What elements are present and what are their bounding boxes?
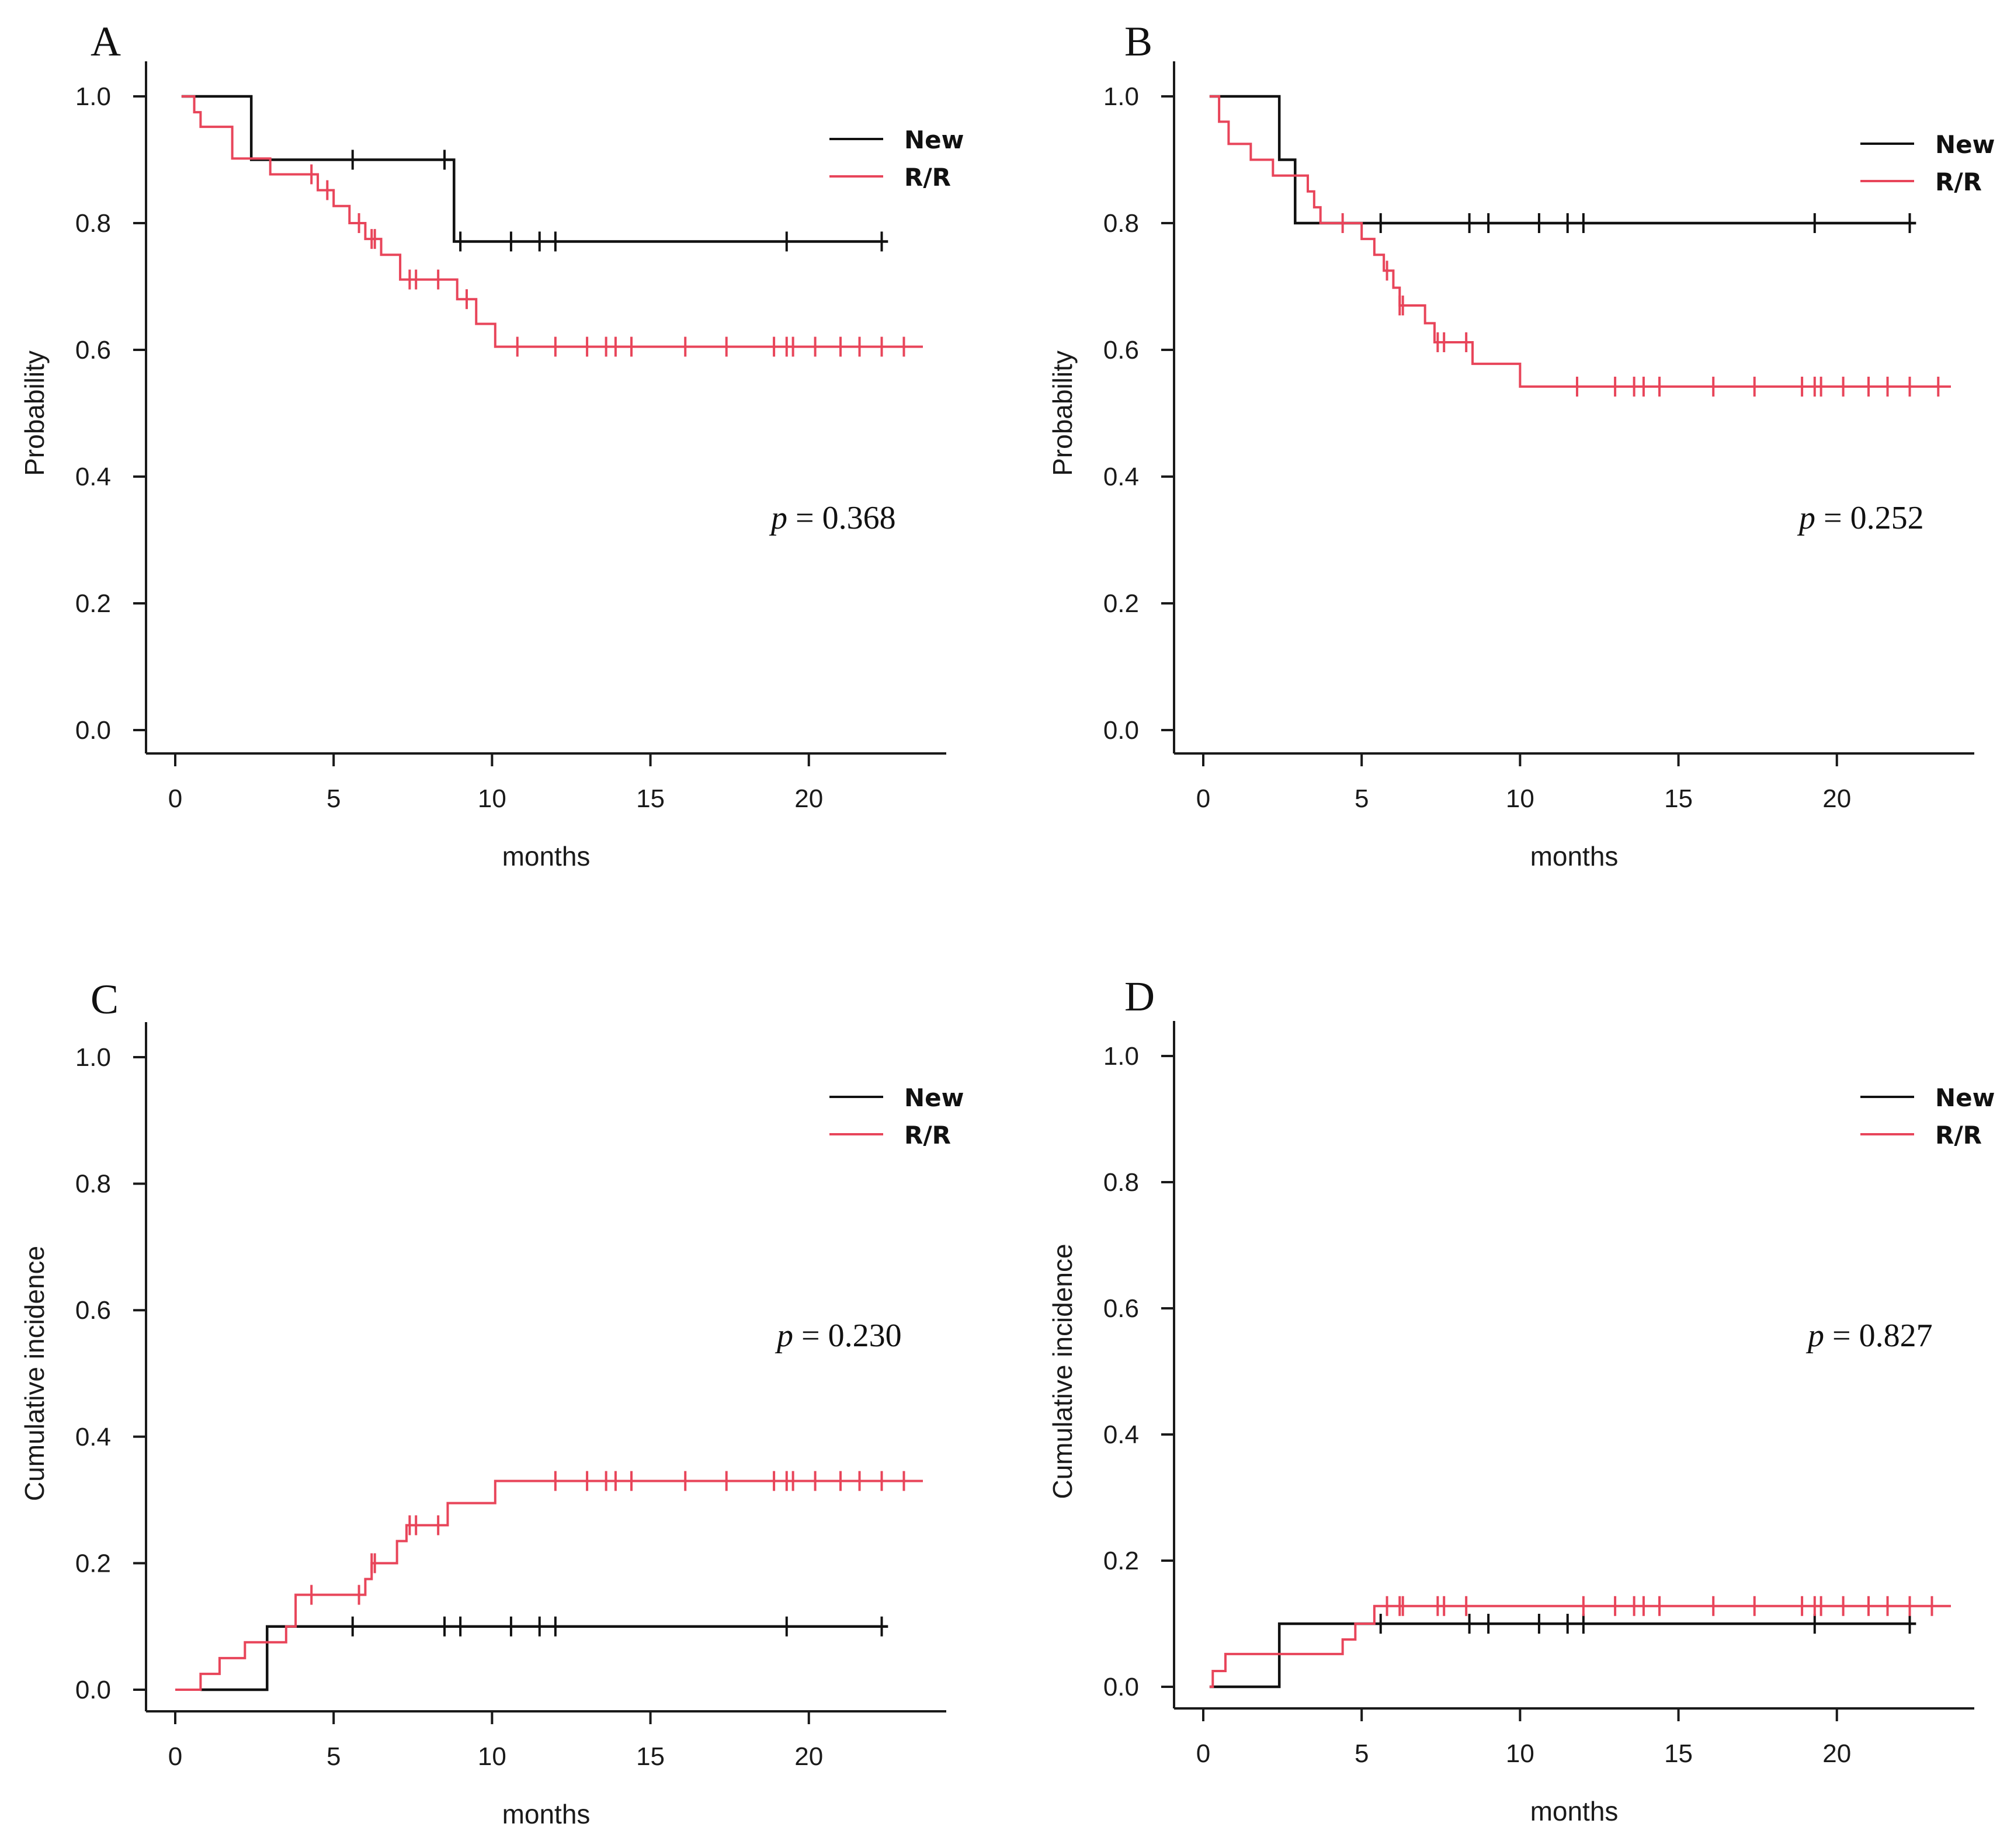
y-tick-label: 0.6 xyxy=(1103,1294,1139,1323)
x-tick-label: 15 xyxy=(636,784,665,813)
y-axis-title: Probability xyxy=(19,350,50,476)
p-value-symbol: p xyxy=(775,1318,793,1354)
x-axis-title: months xyxy=(1530,1796,1619,1826)
legend-label-rr: R/R xyxy=(904,163,951,192)
x-tick-label: 5 xyxy=(1355,1739,1369,1768)
x-tick-label: 10 xyxy=(1506,784,1534,813)
x-tick-label: 10 xyxy=(1506,1739,1534,1768)
legend-label-rr: R/R xyxy=(1935,168,1982,196)
y-tick-label: 0.6 xyxy=(75,336,111,364)
y-axis-title: Cumulative incidence xyxy=(19,1246,50,1501)
y-tick-label: 0.2 xyxy=(1103,589,1139,618)
y-tick-label: 0.8 xyxy=(75,1170,111,1199)
x-axis-title: months xyxy=(502,1799,591,1829)
x-tick-label: 0 xyxy=(1196,1739,1210,1768)
p-value-text: = 0.827 xyxy=(1824,1318,1933,1354)
p-value-symbol: p xyxy=(769,500,787,536)
series-line-rr xyxy=(181,95,923,348)
y-tick-label: 0.6 xyxy=(75,1296,111,1325)
legend-label-rr: R/R xyxy=(1935,1121,1982,1149)
legend: New R/R xyxy=(1860,130,1995,196)
x-tick-label: 10 xyxy=(478,1742,506,1771)
y-tick-label: 0.2 xyxy=(1103,1547,1139,1575)
y-tick-label: 0.4 xyxy=(75,463,111,491)
y-tick-label: 0.4 xyxy=(1103,463,1139,491)
x-tick-label: 15 xyxy=(1664,1739,1693,1768)
panel-letter: D xyxy=(1124,973,1155,1020)
x-tick-label: 20 xyxy=(794,784,823,813)
p-value-annotation: p = 0.230 xyxy=(775,1318,902,1354)
panel-letter: A xyxy=(91,18,121,65)
p-value-annotation: p = 0.827 xyxy=(1805,1318,1933,1354)
y-tick-label: 0.0 xyxy=(75,716,111,745)
x-tick-label: 15 xyxy=(636,1742,665,1771)
p-value-symbol: p xyxy=(1805,1318,1824,1354)
x-tick-label: 5 xyxy=(327,784,341,813)
series-line-rr xyxy=(1209,95,1951,388)
p-value-text: = 0.230 xyxy=(793,1318,902,1354)
x-tick-label: 15 xyxy=(1664,784,1693,813)
p-value-annotation: p = 0.368 xyxy=(769,500,896,536)
p-value-text: = 0.368 xyxy=(787,500,896,536)
series-line-new xyxy=(1209,1622,1916,1689)
legend-label-new: New xyxy=(1935,130,1995,159)
legend: New R/R xyxy=(829,126,964,192)
y-tick-label: 0.4 xyxy=(75,1423,111,1451)
y-tick-label: 0.2 xyxy=(75,589,111,618)
y-tick-label: 1.0 xyxy=(75,1043,111,1072)
panel-a: A 0.0 0.2 0.4 0.6 0.8 1.0 0 5 10 15 20 months Probabi… xyxy=(19,18,964,871)
y-tick-label: 0.8 xyxy=(1103,1168,1139,1197)
y-tick-label: 0.8 xyxy=(1103,209,1139,238)
y-axis-title: Probability xyxy=(1047,350,1078,476)
panel-letter: B xyxy=(1124,18,1152,65)
y-tick-label: 0.0 xyxy=(1103,1673,1139,1701)
legend-label-new: New xyxy=(904,126,964,154)
x-tick-label: 20 xyxy=(1822,1739,1851,1768)
legend-label-new: New xyxy=(1935,1083,1995,1112)
x-tick-label: 10 xyxy=(478,784,506,813)
legend-label-rr: R/R xyxy=(904,1121,951,1149)
y-tick-label: 0.2 xyxy=(75,1549,111,1578)
x-tick-label: 20 xyxy=(1822,784,1851,813)
x-tick-label: 20 xyxy=(794,1742,823,1771)
y-tick-label: 0.8 xyxy=(75,209,111,238)
p-value-text: = 0.252 xyxy=(1815,500,1924,536)
x-axis-title: months xyxy=(1530,841,1619,871)
y-tick-label: 1.0 xyxy=(75,82,111,111)
y-axis-title: Cumulative incidence xyxy=(1047,1243,1078,1499)
legend-label-new: New xyxy=(904,1083,964,1112)
panel-d: D 0.0 0.2 0.4 0.6 0.8 1.0 0 5 10 15 20 months Cumulat… xyxy=(1047,973,1995,1826)
series-line-new xyxy=(181,95,888,243)
x-tick-label: 0 xyxy=(168,1742,182,1771)
p-value-symbol: p xyxy=(1797,500,1815,536)
series-line-rr xyxy=(175,1479,923,1691)
series-line-new xyxy=(1209,95,1916,225)
panel-c: C 0.0 0.2 0.4 0.6 0.8 1.0 0 5 10 15 20 months Cumulat… xyxy=(19,976,964,1829)
series-line-new xyxy=(200,1625,888,1691)
y-tick-label: 0.6 xyxy=(1103,336,1139,364)
x-tick-label: 0 xyxy=(168,784,182,813)
y-tick-label: 0.0 xyxy=(1103,716,1139,745)
legend: New R/R xyxy=(829,1083,964,1149)
x-axis-title: months xyxy=(502,841,591,871)
x-tick-label: 0 xyxy=(1196,784,1210,813)
panel-letter: C xyxy=(91,976,119,1023)
series-line-rr xyxy=(1209,1604,1951,1688)
y-tick-label: 0.4 xyxy=(1103,1420,1139,1449)
legend: New R/R xyxy=(1860,1083,1995,1149)
x-tick-label: 5 xyxy=(1355,784,1369,813)
p-value-annotation: p = 0.252 xyxy=(1797,500,1924,536)
x-tick-label: 5 xyxy=(327,1742,341,1771)
y-tick-label: 1.0 xyxy=(1103,82,1139,111)
panel-b: B 0.0 0.2 0.4 0.6 0.8 1.0 0 5 10 15 20 months Probabi… xyxy=(1047,18,1995,871)
y-tick-label: 1.0 xyxy=(1103,1042,1139,1071)
y-tick-label: 0.0 xyxy=(75,1676,111,1704)
